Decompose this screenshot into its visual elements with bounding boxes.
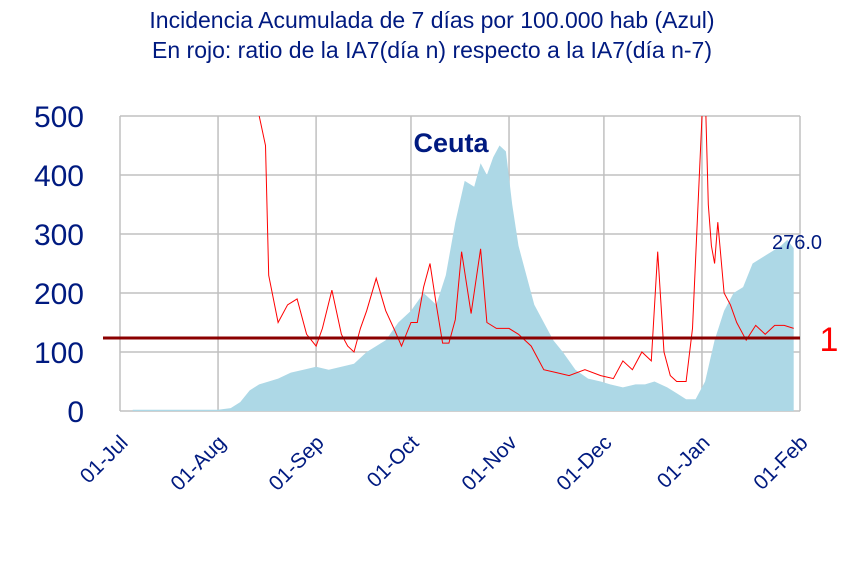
x-tick-label: 01-Aug bbox=[166, 431, 230, 495]
y-tick-label: 200 bbox=[34, 278, 84, 311]
y-axis-ticks: 0 100 200 300 400 500 bbox=[34, 101, 84, 429]
y-tick-label: 500 bbox=[34, 101, 84, 134]
x-tick-label: 01-Nov bbox=[457, 431, 521, 495]
x-tick-label: 01-Oct bbox=[363, 431, 424, 492]
x-tick-label: 01-Sep bbox=[264, 431, 328, 495]
y-tick-label: 300 bbox=[34, 219, 84, 252]
x-axis-ticks: 01-Jul 01-Aug 01-Sep 01-Oct 01-Nov 01-Dec 01-J… bbox=[76, 431, 813, 495]
ratio-line-layer bbox=[258, 116, 794, 382]
incidence-area-layer bbox=[132, 145, 794, 411]
reference-value-label: 1 bbox=[820, 321, 839, 359]
region-label: Ceuta bbox=[413, 128, 489, 158]
last-value-label: 276.0 bbox=[772, 232, 822, 254]
ratio-line bbox=[258, 116, 794, 382]
x-tick-label: 01-Feb bbox=[749, 431, 812, 494]
x-tick-label: 01-Jul bbox=[76, 431, 133, 488]
chart-title-line2: En rojo: ratio de la IA7(día n) respecto… bbox=[152, 37, 712, 63]
chart-title-line1: Incidencia Acumulada de 7 días por 100.0… bbox=[149, 7, 715, 33]
y-tick-label: 100 bbox=[34, 337, 84, 370]
y-tick-label: 400 bbox=[34, 160, 84, 193]
y-tick-label: 0 bbox=[67, 396, 84, 429]
x-tick-label: 01-Jan bbox=[653, 431, 715, 493]
x-tick-label: 01-Dec bbox=[552, 431, 616, 495]
incidence-area bbox=[132, 145, 794, 411]
